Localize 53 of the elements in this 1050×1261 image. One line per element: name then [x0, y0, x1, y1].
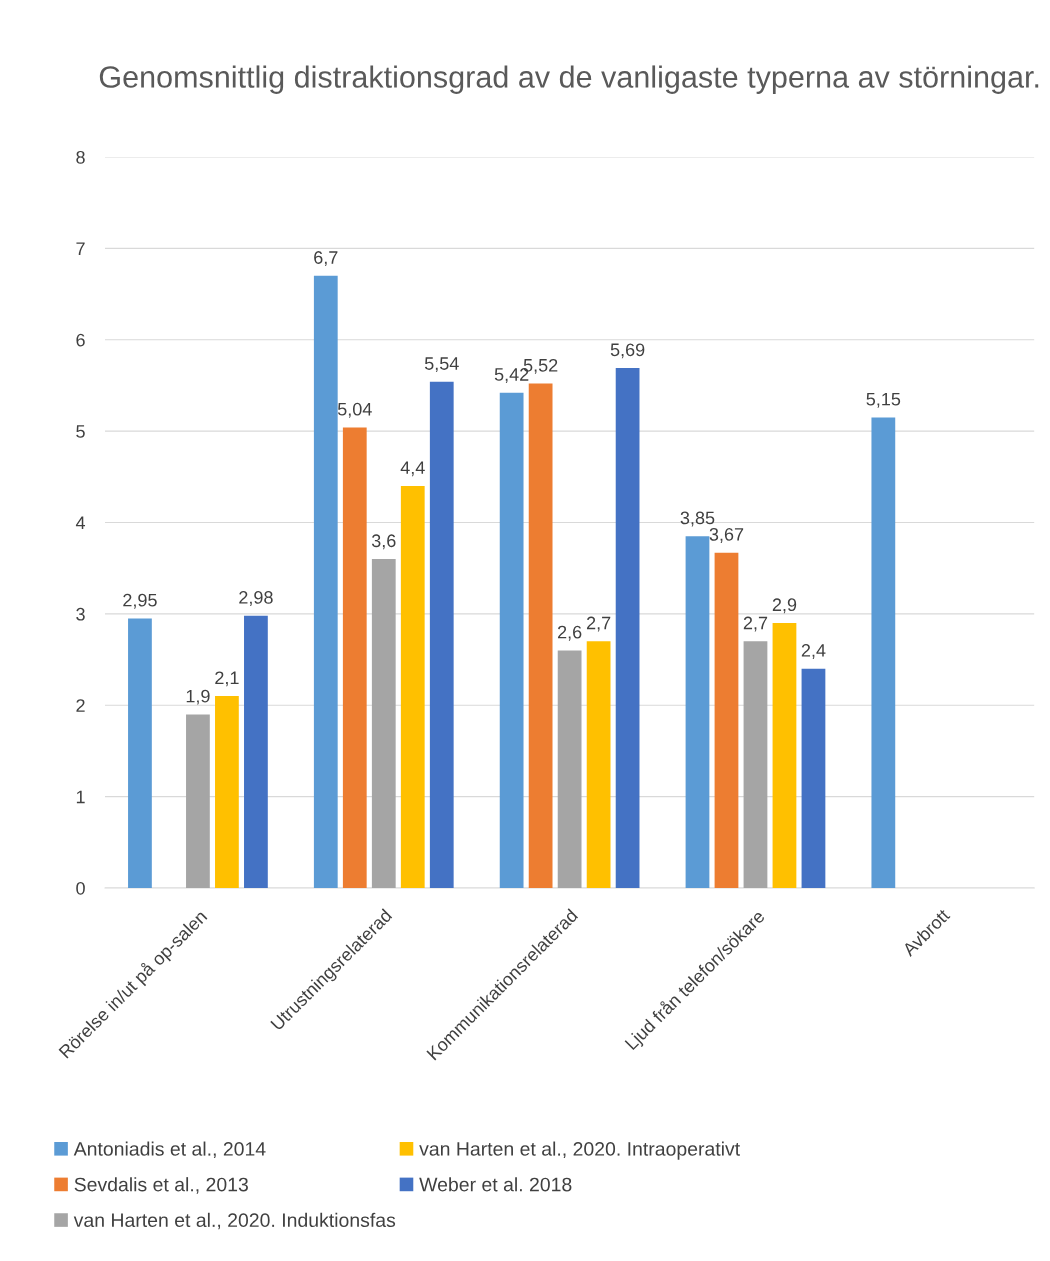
- data-label: 2,6: [557, 625, 582, 641]
- bar: [429, 381, 454, 888]
- bar: [400, 485, 425, 888]
- data-label: 2,1: [215, 671, 239, 687]
- legend-label: Sevdalis et al., 2013: [74, 1177, 248, 1194]
- chart-title: Genomsnittlig distraktionsgrad av de vanligaste typerna av störningar.: [99, 65, 1039, 94]
- data-label: 5,69: [610, 343, 645, 359]
- legend-label: van Harten et al., 2020. Induktionsfas: [73, 1212, 396, 1230]
- bar: [871, 417, 896, 888]
- y-tick-label: 6: [76, 333, 85, 347]
- bar: [714, 552, 739, 888]
- data-label: 4,4: [400, 461, 425, 477]
- bar: [801, 668, 826, 888]
- data-label: 3,6: [371, 534, 396, 550]
- data-label: 2,7: [743, 616, 768, 632]
- bar: [772, 623, 797, 888]
- data-label: 2,7: [586, 616, 611, 632]
- data-label: 6,7: [314, 251, 338, 267]
- legend-label: Antoniadis et al., 2014: [73, 1141, 266, 1159]
- bar: [586, 641, 611, 888]
- y-tick-label: 8: [76, 150, 85, 164]
- y-tick-label: 4: [75, 516, 86, 530]
- bar: [244, 615, 268, 888]
- data-label: 5,04: [337, 402, 372, 418]
- data-label: 2,9: [772, 598, 797, 614]
- bar: [557, 650, 582, 888]
- bar: [215, 696, 239, 888]
- bar: [371, 559, 396, 888]
- y-tick-label: 5: [76, 425, 85, 438]
- y-tick-label: 7: [76, 242, 85, 255]
- data-label: 1,9: [186, 689, 210, 705]
- data-label: 5,54: [424, 357, 459, 373]
- bar: [528, 383, 553, 888]
- y-tick-label: 1: [76, 790, 85, 804]
- data-label: 2,98: [239, 591, 273, 606]
- bar: [313, 275, 338, 888]
- data-label: 3,85: [680, 511, 715, 527]
- data-label: 2,4: [801, 644, 826, 659]
- bar: [615, 368, 640, 888]
- bar: [685, 536, 710, 888]
- data-label: 3,67: [709, 527, 744, 543]
- bar: [128, 618, 152, 888]
- legend-label: van Harten et al., 2020. Intraoperativt: [419, 1141, 740, 1160]
- y-tick-label: 3: [76, 607, 85, 621]
- bar: [743, 641, 768, 888]
- bar: [342, 427, 367, 888]
- data-label: 2,95: [123, 593, 157, 609]
- data-label: 5,15: [866, 392, 901, 408]
- y-tick-label: 0: [76, 881, 85, 895]
- y-tick-label: 2: [76, 699, 85, 712]
- bar: [499, 392, 524, 888]
- legend-label: Weber et al. 2018: [419, 1177, 572, 1192]
- bar: [186, 714, 210, 888]
